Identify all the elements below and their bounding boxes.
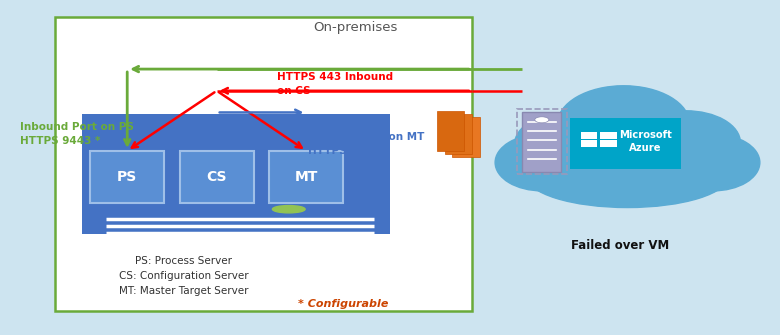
FancyBboxPatch shape: [179, 151, 254, 203]
FancyBboxPatch shape: [523, 112, 562, 172]
Ellipse shape: [631, 111, 740, 174]
FancyBboxPatch shape: [601, 140, 616, 147]
FancyBboxPatch shape: [55, 17, 472, 311]
Polygon shape: [437, 111, 464, 151]
FancyArrowPatch shape: [133, 66, 469, 72]
Polygon shape: [445, 114, 472, 154]
FancyArrowPatch shape: [132, 92, 215, 148]
Polygon shape: [452, 118, 480, 157]
FancyBboxPatch shape: [570, 118, 681, 169]
Text: PS: PS: [117, 170, 137, 184]
Text: CS: CS: [207, 170, 227, 184]
FancyBboxPatch shape: [538, 159, 717, 188]
Text: Inbound Port on MT
HTTPS 9443 *: Inbound Port on MT HTTPS 9443 *: [308, 132, 424, 156]
FancyBboxPatch shape: [83, 114, 390, 234]
FancyArrowPatch shape: [125, 72, 130, 145]
FancyArrowPatch shape: [222, 88, 469, 93]
Text: Microsoft
Azure: Microsoft Azure: [619, 130, 672, 153]
Text: * Configurable: * Configurable: [298, 299, 388, 309]
Text: Failed over VM: Failed over VM: [570, 240, 668, 252]
Ellipse shape: [515, 113, 623, 176]
Ellipse shape: [612, 144, 736, 198]
Text: PS: Process Server
CS: Configuration Server
MT: Master Target Server: PS: Process Server CS: Configuration Ser…: [119, 256, 249, 296]
Ellipse shape: [519, 144, 643, 198]
Ellipse shape: [495, 134, 589, 191]
Ellipse shape: [666, 134, 760, 191]
FancyBboxPatch shape: [90, 151, 165, 203]
FancyBboxPatch shape: [601, 132, 616, 139]
FancyBboxPatch shape: [581, 132, 597, 139]
Ellipse shape: [526, 144, 729, 208]
Circle shape: [535, 117, 549, 123]
FancyBboxPatch shape: [581, 140, 597, 147]
Ellipse shape: [558, 86, 690, 162]
FancyArrowPatch shape: [303, 115, 309, 145]
Text: MT: MT: [295, 170, 318, 184]
Text: On-premises: On-premises: [313, 21, 397, 34]
FancyBboxPatch shape: [269, 151, 343, 203]
FancyArrowPatch shape: [219, 92, 302, 148]
Ellipse shape: [538, 108, 639, 168]
Text: Inbound Port on PS
HTTPS 9443 *: Inbound Port on PS HTTPS 9443 *: [20, 122, 134, 146]
FancyArrowPatch shape: [219, 110, 301, 115]
Ellipse shape: [608, 108, 709, 168]
Text: HTTPS 443 Inbound
on CS: HTTPS 443 Inbound on CS: [277, 72, 393, 96]
Ellipse shape: [272, 206, 305, 213]
